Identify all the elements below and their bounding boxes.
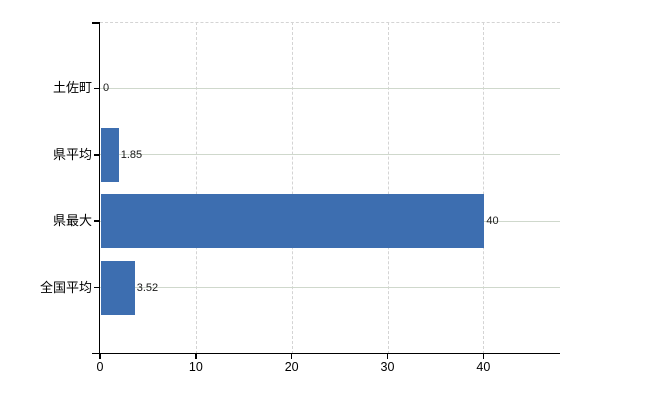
x-tick-label: 30: [380, 360, 395, 374]
plot-top-border: [100, 22, 560, 23]
gridline-horizontal: [100, 87, 560, 89]
value-label: 1.85: [120, 148, 143, 161]
y-axis-top-end-tick: [92, 22, 100, 24]
x-axis-tick: [386, 354, 389, 359]
category-label: 全国平均: [39, 279, 92, 295]
y-axis-tick: [94, 286, 100, 289]
bar: [101, 260, 135, 315]
bar: [101, 127, 119, 182]
gridline-vertical: [483, 22, 485, 354]
value-label: 40: [486, 215, 499, 228]
gridline-horizontal: [100, 154, 560, 156]
x-axis-tick: [195, 354, 197, 359]
x-tick-label: 40: [476, 360, 491, 374]
value-label: 3.52: [136, 281, 159, 294]
gridline-vertical: [291, 22, 293, 354]
category-label: 県平均: [52, 146, 92, 162]
category-label: 県最大: [52, 213, 92, 229]
category-label: 土佐町: [52, 80, 92, 96]
x-axis-tick: [482, 354, 485, 359]
x-tick-label: 10: [188, 360, 203, 374]
value-label: 0: [103, 82, 110, 95]
gridline-vertical: [195, 22, 197, 354]
y-axis: [98, 22, 100, 354]
x-axis: [92, 352, 560, 354]
y-axis-tick: [94, 154, 100, 156]
bar: [101, 194, 485, 249]
y-axis-tick: [94, 220, 100, 222]
gridline-vertical: [387, 22, 389, 354]
gridline-horizontal: [100, 287, 560, 289]
y-axis-tick: [94, 87, 100, 90]
x-tick-label: 0: [96, 360, 104, 374]
x-axis-tick: [290, 354, 293, 359]
x-tick-label: 20: [284, 360, 299, 374]
x-axis-tick: [99, 354, 101, 359]
